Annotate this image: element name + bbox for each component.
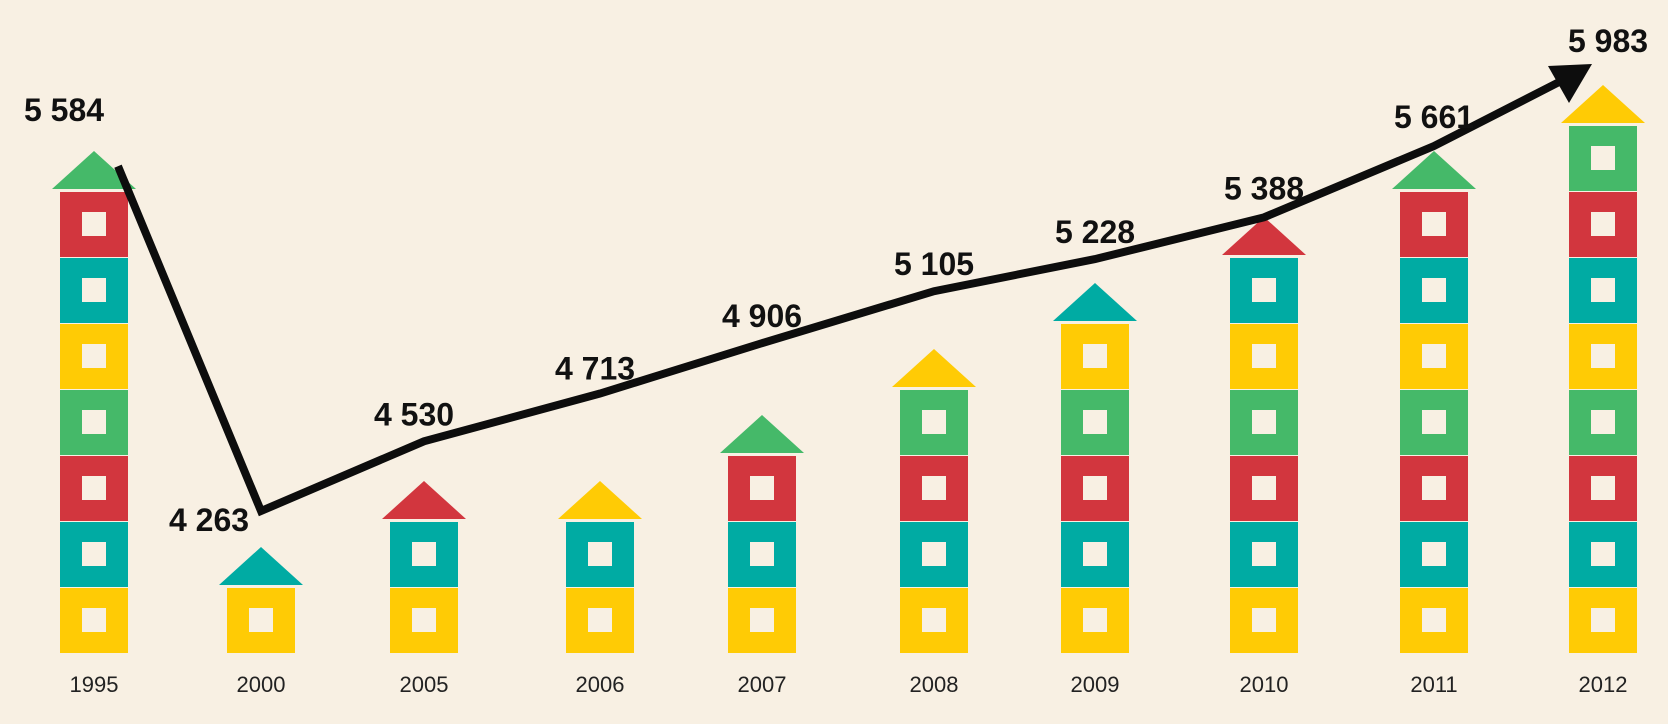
window-square xyxy=(1422,608,1446,632)
tower-bar-2011 xyxy=(1392,151,1476,653)
window-square xyxy=(412,542,436,566)
window-square xyxy=(1083,608,1107,632)
window-square xyxy=(82,542,106,566)
window-square xyxy=(1252,476,1276,500)
tower-bar-2010 xyxy=(1222,217,1306,653)
x-tick-label-2000: 2000 xyxy=(237,672,286,697)
window-square xyxy=(750,542,774,566)
window-square xyxy=(1591,146,1615,170)
window-square xyxy=(1083,542,1107,566)
window-square xyxy=(1083,476,1107,500)
window-square xyxy=(1591,476,1615,500)
data-label-2012: 5 983 xyxy=(1568,23,1648,59)
roof-2011 xyxy=(1392,151,1476,189)
tower-bar-2000 xyxy=(219,547,303,653)
window-square xyxy=(922,410,946,434)
tower-bar-2006 xyxy=(558,481,642,653)
window-square xyxy=(1422,542,1446,566)
window-square xyxy=(1252,608,1276,632)
roof-2006 xyxy=(558,481,642,519)
window-square xyxy=(1252,542,1276,566)
data-label-2000: 4 263 xyxy=(169,502,249,538)
roof-2008 xyxy=(892,349,976,387)
tower-bar-2009 xyxy=(1053,283,1137,653)
window-square xyxy=(1083,344,1107,368)
window-square xyxy=(1252,344,1276,368)
bars-layer xyxy=(52,85,1645,653)
x-tick-label-1995: 1995 xyxy=(70,672,119,697)
roof-2012 xyxy=(1561,85,1645,123)
x-tick-label-2008: 2008 xyxy=(910,672,959,697)
tower-bar-2008 xyxy=(892,349,976,653)
window-square xyxy=(588,608,612,632)
window-square xyxy=(922,542,946,566)
window-square xyxy=(1252,278,1276,302)
trend-line-layer xyxy=(114,64,1592,517)
window-square xyxy=(750,608,774,632)
x-tick-label-2012: 2012 xyxy=(1579,672,1628,697)
x-tick-label-2005: 2005 xyxy=(400,672,449,697)
tower-bar-1995 xyxy=(52,151,136,653)
x-tick-label-2009: 2009 xyxy=(1071,672,1120,697)
roof-2007 xyxy=(720,415,804,453)
roof-2005 xyxy=(382,481,466,519)
window-square xyxy=(1591,542,1615,566)
roof-1995 xyxy=(52,151,136,189)
data-label-2009: 5 228 xyxy=(1055,214,1135,250)
window-square xyxy=(1252,410,1276,434)
window-square xyxy=(249,608,273,632)
window-square xyxy=(1591,212,1615,236)
roof-2000 xyxy=(219,547,303,585)
data-label-1995: 5 584 xyxy=(24,92,104,128)
window-square xyxy=(412,608,436,632)
x-tick-label-2006: 2006 xyxy=(576,672,625,697)
window-square xyxy=(1422,344,1446,368)
window-square xyxy=(82,278,106,302)
trend-line xyxy=(114,75,1567,517)
window-square xyxy=(82,410,106,434)
tower-bar-2007 xyxy=(720,415,804,653)
x-tick-label-2011: 2011 xyxy=(1410,672,1457,697)
data-label-2008: 5 105 xyxy=(894,246,974,282)
value-labels-layer: 5 584 4 263 4 530 4 713 4 906 5 105 5 228 5 388… xyxy=(24,23,1648,538)
window-square xyxy=(82,476,106,500)
window-square xyxy=(1422,476,1446,500)
tower-bar-2012 xyxy=(1561,85,1645,653)
window-square xyxy=(82,608,106,632)
window-square xyxy=(1591,410,1615,434)
x-tick-label-2007: 2007 xyxy=(738,672,787,697)
roof-2010 xyxy=(1222,217,1306,255)
window-square xyxy=(1422,410,1446,434)
window-square xyxy=(82,344,106,368)
window-square xyxy=(82,212,106,236)
window-square xyxy=(1422,278,1446,302)
data-label-2007: 4 906 xyxy=(722,298,802,334)
data-label-2005: 4 530 xyxy=(374,396,454,432)
data-label-2010: 5 388 xyxy=(1224,170,1304,206)
window-square xyxy=(1591,278,1615,302)
data-label-2006: 4 713 xyxy=(555,351,635,387)
roof-2009 xyxy=(1053,283,1137,321)
data-label-2011: 5 661 xyxy=(1394,99,1474,135)
window-square xyxy=(1422,212,1446,236)
window-square xyxy=(1591,608,1615,632)
year-labels-layer: 1995 2000 2005 2006 2007 2008 2009 2010 2011 2012 xyxy=(70,672,1628,697)
window-square xyxy=(1083,410,1107,434)
tower-bar-2005 xyxy=(382,481,466,653)
window-square xyxy=(922,608,946,632)
trend-arrowhead xyxy=(1548,64,1592,103)
window-square xyxy=(588,542,612,566)
window-square xyxy=(1591,344,1615,368)
x-tick-label-2010: 2010 xyxy=(1240,672,1289,697)
window-square xyxy=(922,476,946,500)
window-square xyxy=(750,476,774,500)
